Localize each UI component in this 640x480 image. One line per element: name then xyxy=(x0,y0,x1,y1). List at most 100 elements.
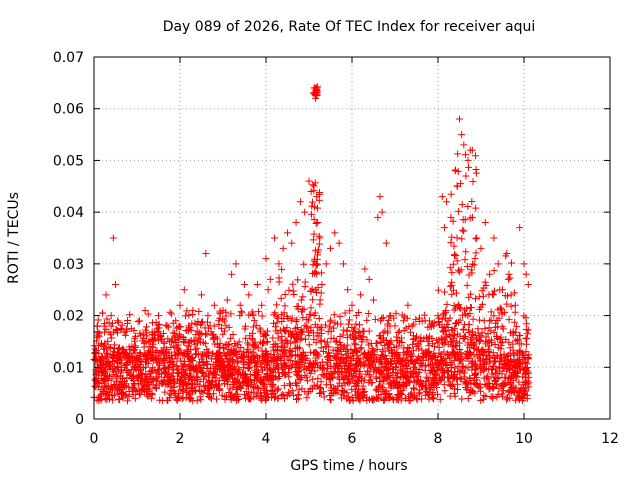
data-point xyxy=(411,378,419,386)
data-point xyxy=(288,314,296,322)
data-point xyxy=(311,203,319,211)
data-point xyxy=(466,214,474,222)
data-point xyxy=(452,320,460,328)
data-point xyxy=(320,393,328,401)
data-point xyxy=(263,373,271,381)
data-point xyxy=(481,218,489,226)
data-point xyxy=(336,313,344,321)
data-point xyxy=(163,322,171,330)
data-point xyxy=(416,389,424,397)
data-point xyxy=(378,208,386,216)
data-point xyxy=(301,372,309,380)
data-point xyxy=(173,355,181,363)
data-point xyxy=(309,375,317,383)
data-point xyxy=(189,380,197,388)
data-point xyxy=(435,343,443,351)
data-point xyxy=(292,360,300,368)
data-point xyxy=(156,396,164,404)
data-point xyxy=(193,367,201,375)
data-point xyxy=(399,349,407,357)
data-point xyxy=(233,353,241,361)
data-point xyxy=(317,378,325,386)
data-point xyxy=(107,330,115,338)
data-point xyxy=(359,333,367,341)
data-point xyxy=(350,371,358,379)
data-point xyxy=(108,319,116,327)
data-point xyxy=(185,322,193,330)
x-tick-label: 12 xyxy=(601,431,619,447)
data-point xyxy=(197,396,205,404)
data-point xyxy=(270,311,278,319)
data-point xyxy=(303,394,311,402)
data-point xyxy=(237,343,245,351)
data-point xyxy=(513,391,521,399)
data-point xyxy=(186,338,194,346)
data-point xyxy=(309,198,317,206)
data-point xyxy=(218,391,226,399)
data-point xyxy=(463,305,471,313)
data-point xyxy=(515,340,523,348)
data-point xyxy=(476,361,484,369)
data-point xyxy=(392,309,400,317)
data-point xyxy=(116,358,124,366)
data-point xyxy=(429,340,437,348)
data-point xyxy=(117,378,125,386)
data-point xyxy=(128,366,136,374)
data-point xyxy=(332,360,340,368)
data-point xyxy=(112,281,119,289)
data-point xyxy=(202,250,210,258)
data-point xyxy=(468,366,476,374)
data-point xyxy=(158,379,166,387)
data-point xyxy=(116,354,124,362)
data-point xyxy=(151,334,159,342)
data-point xyxy=(152,374,160,382)
data-point xyxy=(224,346,232,354)
data-point xyxy=(176,376,184,384)
data-point xyxy=(264,365,272,373)
data-point xyxy=(345,393,353,401)
data-point xyxy=(494,306,502,314)
data-point xyxy=(166,376,174,384)
data-point xyxy=(449,217,457,225)
data-point xyxy=(352,361,360,369)
data-point xyxy=(121,331,129,339)
data-point xyxy=(267,380,275,388)
data-point xyxy=(220,372,228,380)
data-point xyxy=(513,337,521,345)
data-point xyxy=(380,396,388,404)
data-point xyxy=(247,348,255,356)
data-point xyxy=(235,338,243,346)
data-point xyxy=(98,368,106,376)
data-point xyxy=(476,356,484,364)
data-point xyxy=(443,320,451,328)
data-point xyxy=(457,266,465,274)
data-point xyxy=(477,332,485,340)
data-point xyxy=(385,340,393,348)
data-point xyxy=(292,318,300,326)
data-point xyxy=(292,396,300,404)
data-point xyxy=(312,268,320,276)
data-point xyxy=(460,334,468,342)
data-point xyxy=(382,239,390,247)
y-tick-label: 0.02 xyxy=(53,309,84,325)
data-point xyxy=(101,375,109,383)
data-point xyxy=(313,251,321,259)
x-tick-label: 10 xyxy=(515,431,533,447)
data-point xyxy=(278,368,286,376)
data-point xyxy=(411,359,419,367)
data-point xyxy=(401,313,409,321)
data-point xyxy=(335,379,343,387)
data-point xyxy=(99,353,107,361)
data-point xyxy=(219,330,227,338)
data-point xyxy=(209,373,217,381)
data-point xyxy=(311,255,319,263)
data-point xyxy=(524,377,532,385)
data-point xyxy=(473,376,481,384)
data-point xyxy=(167,343,175,351)
data-point xyxy=(504,275,512,283)
data-point xyxy=(172,351,180,359)
data-point xyxy=(484,348,492,356)
data-point xyxy=(128,375,136,383)
data-point xyxy=(339,386,347,394)
data-point xyxy=(345,373,353,381)
